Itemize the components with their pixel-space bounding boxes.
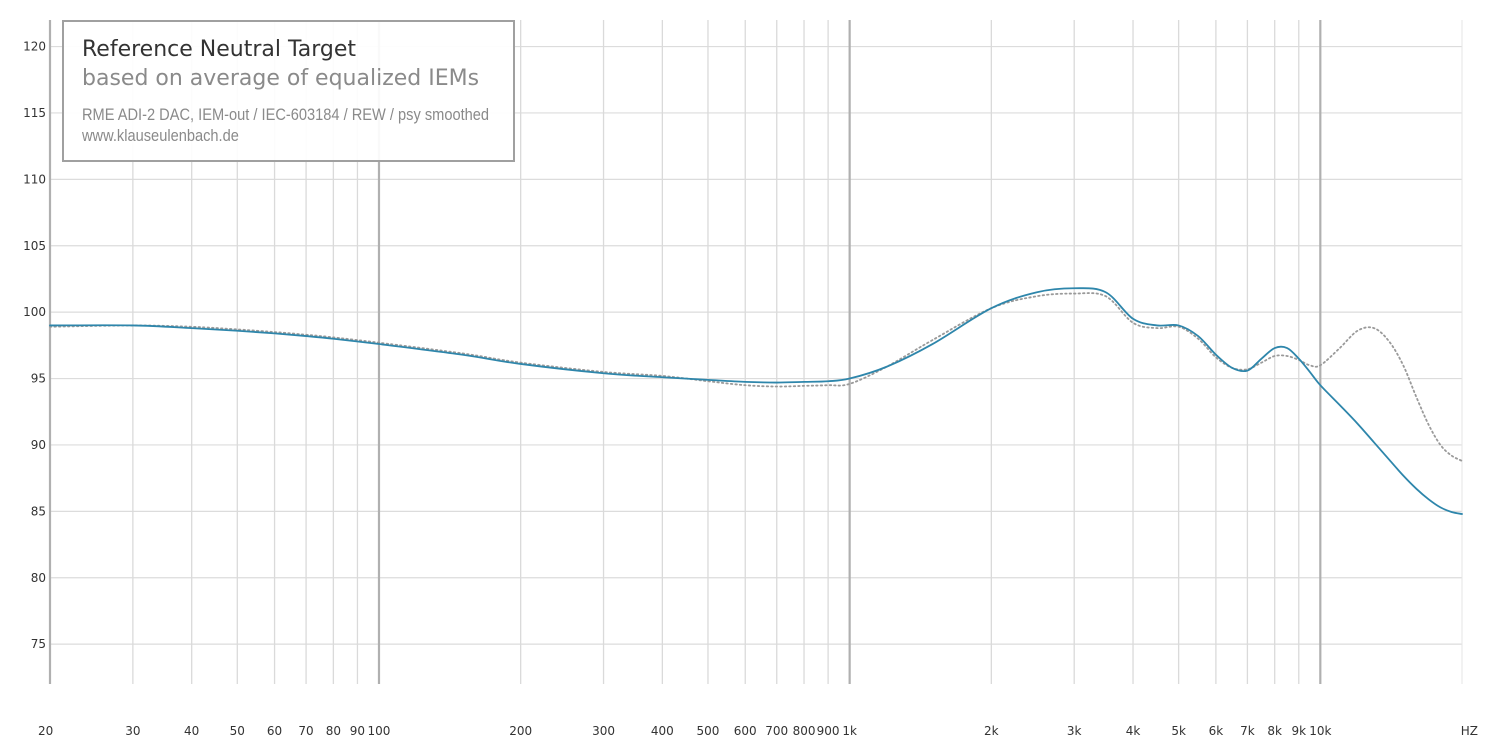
x-tick-label: 3k [1067,724,1082,738]
x-tick-label: 2k [984,724,999,738]
y-tick-label: 85 [31,504,46,518]
series-lines [49,287,1463,515]
y-tick-label: 115 [23,106,46,120]
x-tick-label: 50 [230,724,245,738]
target-solid-line [49,287,1463,515]
y-tick-label: 100 [23,305,46,319]
y-tick-label: 105 [23,239,46,253]
measurement-info: RME ADI-2 DAC, IEM-out / IEC-603184 / RE… [82,104,490,146]
y-tick-label: 120 [23,40,46,54]
x-tick-label: 1k [842,724,857,738]
y-tick-label: 95 [31,372,46,386]
y-tick-label: 80 [31,571,46,585]
x-tick-label: 400 [651,724,674,738]
chart-subtitle: based on average of equalized IEMs [82,66,480,91]
x-tick-label: 100 [368,724,391,738]
measurement-setup-line: RME ADI-2 DAC, IEM-out / IEC-603184 / RE… [82,105,490,124]
y-tick-label: 90 [31,438,46,452]
x-tick-label: 60 [267,724,282,738]
x-tick-label: 300 [592,724,615,738]
y-tick-label: 75 [31,637,46,651]
x-tick-label: 10k [1309,724,1331,738]
chart-title: Reference Neutral Target [82,37,357,62]
x-tick-label: 20 [38,724,53,738]
x-tick-label: 70 [298,724,313,738]
x-tick-label: 90 [350,724,365,738]
x-tick-label: 9k [1291,724,1306,738]
x-tick-label: 8k [1267,724,1282,738]
x-tick-label: 700 [765,724,788,738]
x-axis-unit-label: HZ [1461,724,1478,738]
chart-legend-box: Reference Neutral Target based on averag… [62,20,515,162]
x-tick-label: 6k [1209,724,1224,738]
x-tick-label: 80 [326,724,341,738]
x-tick-label: 900 [817,724,840,738]
x-tick-label: 600 [734,724,757,738]
y-tick-label: 110 [23,172,46,186]
website-line: www.klauseulenbach.de [82,126,239,145]
x-tick-label: 500 [697,724,720,738]
reference-dotted-line [49,292,1463,462]
x-tick-label: 40 [184,724,199,738]
x-tick-label: 200 [509,724,532,738]
x-tick-label: 800 [793,724,816,738]
y-axis-ticks: 75 80 85 90 95 100 105 110 115 120 [23,40,46,652]
x-tick-label: 7k [1240,724,1255,738]
x-tick-label: 30 [125,724,140,738]
x-axis-ticks: 20 30 40 50 60 70 80 90 100 200 300 400 500 600 700 800… [38,724,1478,738]
x-tick-label: 5k [1171,724,1186,738]
x-tick-label: 4k [1126,724,1141,738]
